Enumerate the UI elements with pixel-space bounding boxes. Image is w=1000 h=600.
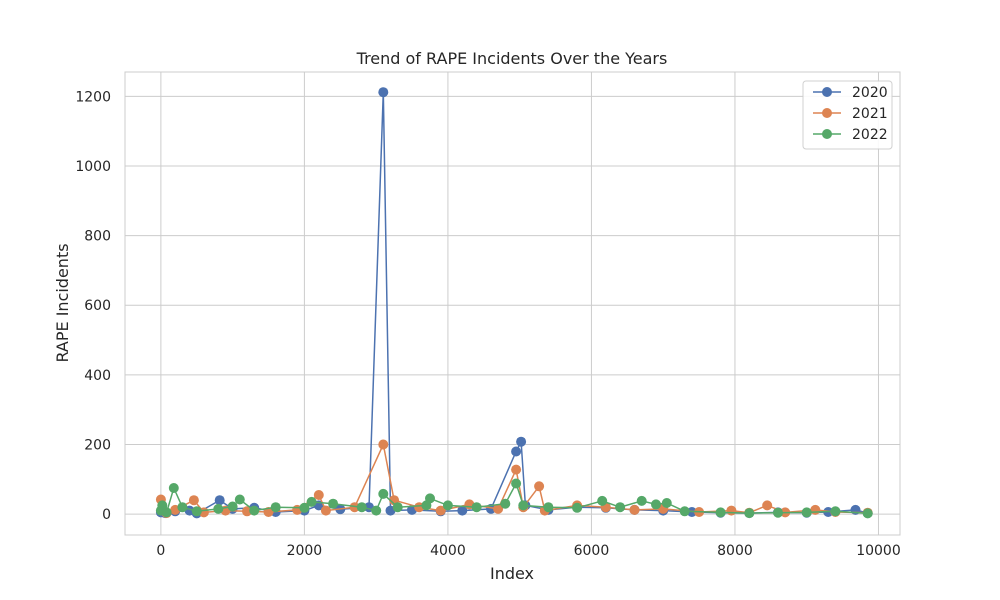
y-tick-label: 400 [84,368,111,384]
data-point [744,508,755,519]
y-tick-label: 1000 [75,159,111,175]
data-point [636,495,647,506]
series-layer [155,87,873,519]
data-point [371,505,382,516]
data-point [242,506,252,517]
y-tick-label: 200 [84,437,111,453]
x-tick-label: 6000 [574,543,610,559]
data-point [773,507,783,518]
legend-marker [822,108,832,118]
legend-marker [822,129,832,139]
data-point [177,502,188,513]
x-axis-ticks: 0 2000 4000 6000 8000 10000 [156,543,900,559]
x-tick-label: 0 [156,543,165,559]
legend: 2020 2021 2022 [802,80,893,150]
data-point [161,507,172,518]
data-point [356,502,367,513]
data-point [234,494,245,505]
legend-entry-label: 2021 [852,106,888,122]
data-point [572,502,583,513]
plot-area [124,71,901,536]
legend-marker [822,87,832,97]
data-point [862,508,873,519]
data-point [615,502,626,513]
data-point [168,483,179,493]
data-point [511,478,522,489]
data-point [715,507,726,518]
data-point [500,498,511,509]
data-point [810,504,821,515]
data-point [378,488,389,499]
data-point [214,495,225,506]
data-point [629,504,640,515]
data-point [299,502,310,513]
y-axis-ticks: 0 200 400 600 800 1000 1200 [75,89,111,523]
y-axis-label: RAPE Incidents [53,243,72,362]
data-point [349,502,360,513]
data-point [306,496,317,507]
data-point [378,87,389,98]
legend-entry-label: 2020 [852,85,888,101]
x-tick-label: 4000 [430,543,466,559]
data-point [392,502,403,513]
data-point [651,499,661,510]
y-tick-label: 800 [84,229,111,245]
data-point [263,507,274,517]
data-point [188,495,199,506]
x-tick-label: 10000 [856,543,901,559]
data-point [320,505,331,516]
data-point [191,506,202,517]
data-point [435,505,446,516]
data-point [442,500,453,511]
data-point [328,498,339,509]
data-point [597,495,608,506]
data-point [227,501,238,512]
data-point [516,436,527,447]
data-point [726,505,737,516]
data-point [493,503,504,514]
y-tick-label: 600 [84,298,111,314]
data-point [661,498,672,508]
chart-title: Trend of RAPE Incidents Over the Years [356,49,668,68]
data-point [543,502,554,513]
data-point [313,490,324,500]
data-point [457,505,468,516]
y-tick-label: 0 [102,507,111,523]
data-point [213,503,224,514]
data-point [518,500,529,511]
x-tick-label: 8000 [717,543,753,559]
data-point [471,502,482,513]
data-point [511,446,522,457]
data-point [830,506,841,517]
legend-entry-label: 2022 [852,127,888,143]
data-point [378,439,389,450]
data-point [679,506,690,517]
y-tick-label: 1200 [75,89,111,105]
x-axis-label: Index [490,564,534,583]
data-point [534,481,545,492]
data-point [762,500,773,511]
data-point [270,502,281,513]
x-tick-label: 2000 [287,543,323,559]
series-2022 [155,478,873,519]
data-point [249,505,260,516]
data-point [511,464,522,475]
data-point [801,507,812,518]
data-point [425,493,435,504]
